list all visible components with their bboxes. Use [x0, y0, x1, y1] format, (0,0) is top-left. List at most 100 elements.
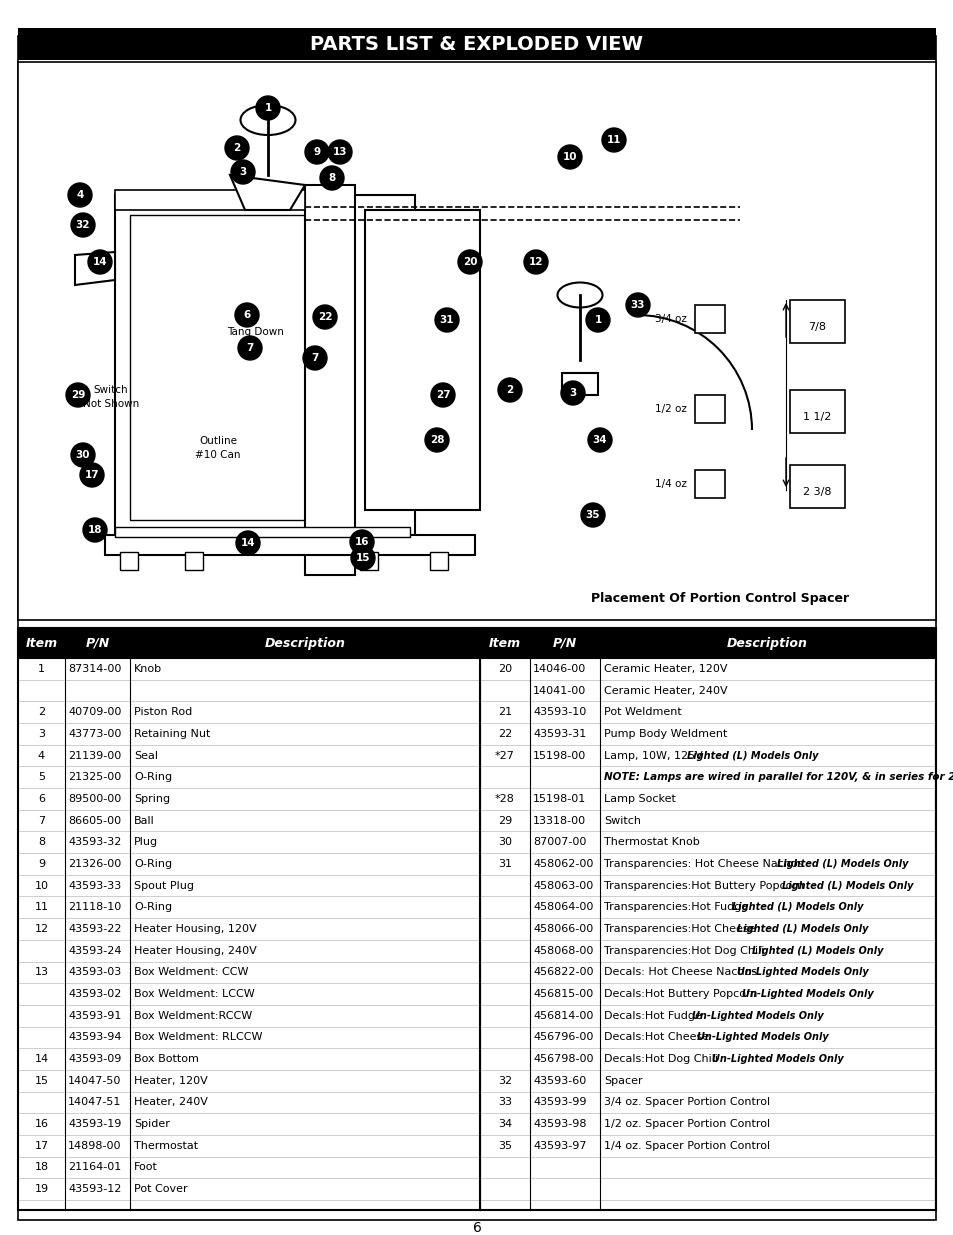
Text: Lighted (L) Models Only: Lighted (L) Models Only	[686, 751, 818, 761]
Text: 11: 11	[606, 135, 620, 144]
Circle shape	[88, 249, 112, 274]
Bar	[695, 395, 724, 424]
Bar	[18, 629, 935, 1210]
Text: 12: 12	[34, 924, 49, 934]
Text: Un-Lighted Models Only: Un-Lighted Models Only	[741, 989, 873, 999]
Text: 456814-00: 456814-00	[533, 1010, 593, 1020]
Text: 22: 22	[497, 729, 512, 739]
Text: P/N: P/N	[553, 636, 577, 650]
Text: 43593-03: 43593-03	[68, 967, 121, 977]
Circle shape	[305, 140, 329, 164]
Text: 14: 14	[92, 257, 107, 267]
Text: 87007-00: 87007-00	[533, 837, 586, 847]
Text: Heater Housing, 240V: Heater Housing, 240V	[133, 946, 256, 956]
Text: 43593-99: 43593-99	[533, 1098, 586, 1108]
Text: 4: 4	[76, 190, 84, 200]
Text: 3/4 oz. Spacer Portion Control: 3/4 oz. Spacer Portion Control	[603, 1098, 769, 1108]
Bar	[18, 629, 935, 1210]
Text: Foot: Foot	[133, 1162, 157, 1172]
Circle shape	[523, 249, 547, 274]
Text: Knob: Knob	[133, 664, 162, 674]
Text: 43593-24: 43593-24	[68, 946, 121, 956]
Text: 2: 2	[506, 385, 513, 395]
Text: Switch: Switch	[603, 815, 640, 826]
Text: Lighted (L) Models Only: Lighted (L) Models Only	[731, 903, 862, 913]
Text: 14047-51: 14047-51	[68, 1098, 121, 1108]
Text: 22: 22	[317, 312, 332, 322]
Circle shape	[313, 305, 336, 329]
Text: 458064-00: 458064-00	[533, 903, 593, 913]
Text: Box Weldment:RCCW: Box Weldment:RCCW	[133, 1010, 252, 1020]
Bar	[105, 535, 475, 555]
Text: 30: 30	[75, 450, 91, 459]
Text: *28: *28	[495, 794, 515, 804]
Text: Heater, 240V: Heater, 240V	[133, 1098, 208, 1108]
Text: 456822-00: 456822-00	[533, 967, 593, 977]
Bar	[789, 300, 844, 343]
Text: 10: 10	[562, 152, 577, 162]
Text: 43593-32: 43593-32	[68, 837, 121, 847]
Text: Un-Lighted Models Only: Un-Lighted Models Only	[711, 1055, 842, 1065]
Text: Placement Of Portion Control Spacer: Placement Of Portion Control Spacer	[590, 592, 848, 604]
Text: 35: 35	[497, 1141, 512, 1151]
Text: 14046-00: 14046-00	[533, 664, 586, 674]
Text: 28: 28	[429, 435, 444, 445]
Text: Ball: Ball	[133, 815, 154, 826]
Text: 16: 16	[34, 1119, 49, 1129]
Text: 6: 6	[243, 310, 251, 320]
Text: Thermostat Knob: Thermostat Knob	[603, 837, 699, 847]
Text: O-Ring: O-Ring	[133, 772, 172, 782]
Text: 43773-00: 43773-00	[68, 729, 121, 739]
Bar	[130, 215, 330, 520]
Text: 456798-00: 456798-00	[533, 1055, 593, 1065]
Text: 17: 17	[34, 1141, 49, 1151]
Text: 20: 20	[462, 257, 476, 267]
Bar	[115, 527, 410, 537]
Circle shape	[350, 530, 374, 555]
Text: Decals:Hot Fudge: Decals:Hot Fudge	[603, 1010, 708, 1020]
Text: 2: 2	[38, 708, 45, 718]
Text: 43593-02: 43593-02	[68, 989, 121, 999]
Text: Box Weldment: LCCW: Box Weldment: LCCW	[133, 989, 254, 999]
Bar	[120, 552, 138, 571]
Text: 8: 8	[38, 837, 45, 847]
Text: Ceramic Heater, 240V: Ceramic Heater, 240V	[603, 685, 727, 695]
Text: 21: 21	[497, 708, 512, 718]
Text: Transparencies: Hot Cheese Nachos: Transparencies: Hot Cheese Nachos	[603, 860, 810, 869]
Text: 6: 6	[472, 1221, 481, 1235]
Text: 458066-00: 458066-00	[533, 924, 593, 934]
Text: 19: 19	[34, 1184, 49, 1194]
Text: Transparencies:Hot Fudge: Transparencies:Hot Fudge	[603, 903, 755, 913]
Text: Heater Housing, 120V: Heater Housing, 120V	[133, 924, 256, 934]
Text: 10: 10	[34, 881, 49, 890]
Text: Plug: Plug	[133, 837, 158, 847]
Text: 1 1/2: 1 1/2	[802, 412, 830, 422]
Text: Ceramic Heater, 120V: Ceramic Heater, 120V	[603, 664, 727, 674]
Bar	[789, 466, 844, 508]
Circle shape	[625, 293, 649, 317]
Text: Lighted (L) Models Only: Lighted (L) Models Only	[751, 946, 882, 956]
Text: 87314-00: 87314-00	[68, 664, 121, 674]
Circle shape	[231, 161, 254, 184]
Bar	[695, 471, 724, 498]
Text: Box Bottom: Box Bottom	[133, 1055, 198, 1065]
Circle shape	[497, 378, 521, 403]
Text: PARTS LIST & EXPLODED VIEW: PARTS LIST & EXPLODED VIEW	[310, 35, 643, 53]
Circle shape	[80, 463, 104, 487]
Text: 14898-00: 14898-00	[68, 1141, 121, 1151]
Circle shape	[580, 503, 604, 527]
Text: Decals: Hot Cheese Nachos: Decals: Hot Cheese Nachos	[603, 967, 763, 977]
Text: Description: Description	[726, 636, 807, 650]
Text: NOTE: Lamps are wired in parallel for 120V, & in series for 240V: NOTE: Lamps are wired in parallel for 12…	[603, 772, 953, 782]
Circle shape	[319, 165, 344, 190]
Text: 9: 9	[38, 860, 45, 869]
Text: 43593-60: 43593-60	[533, 1076, 586, 1086]
Text: 3: 3	[239, 167, 247, 177]
Circle shape	[601, 128, 625, 152]
Text: 1: 1	[264, 103, 272, 112]
Text: 31: 31	[439, 315, 454, 325]
Text: 7: 7	[311, 353, 318, 363]
Circle shape	[351, 546, 375, 571]
Text: Tang Down: Tang Down	[228, 327, 284, 337]
Text: 21325-00: 21325-00	[68, 772, 121, 782]
